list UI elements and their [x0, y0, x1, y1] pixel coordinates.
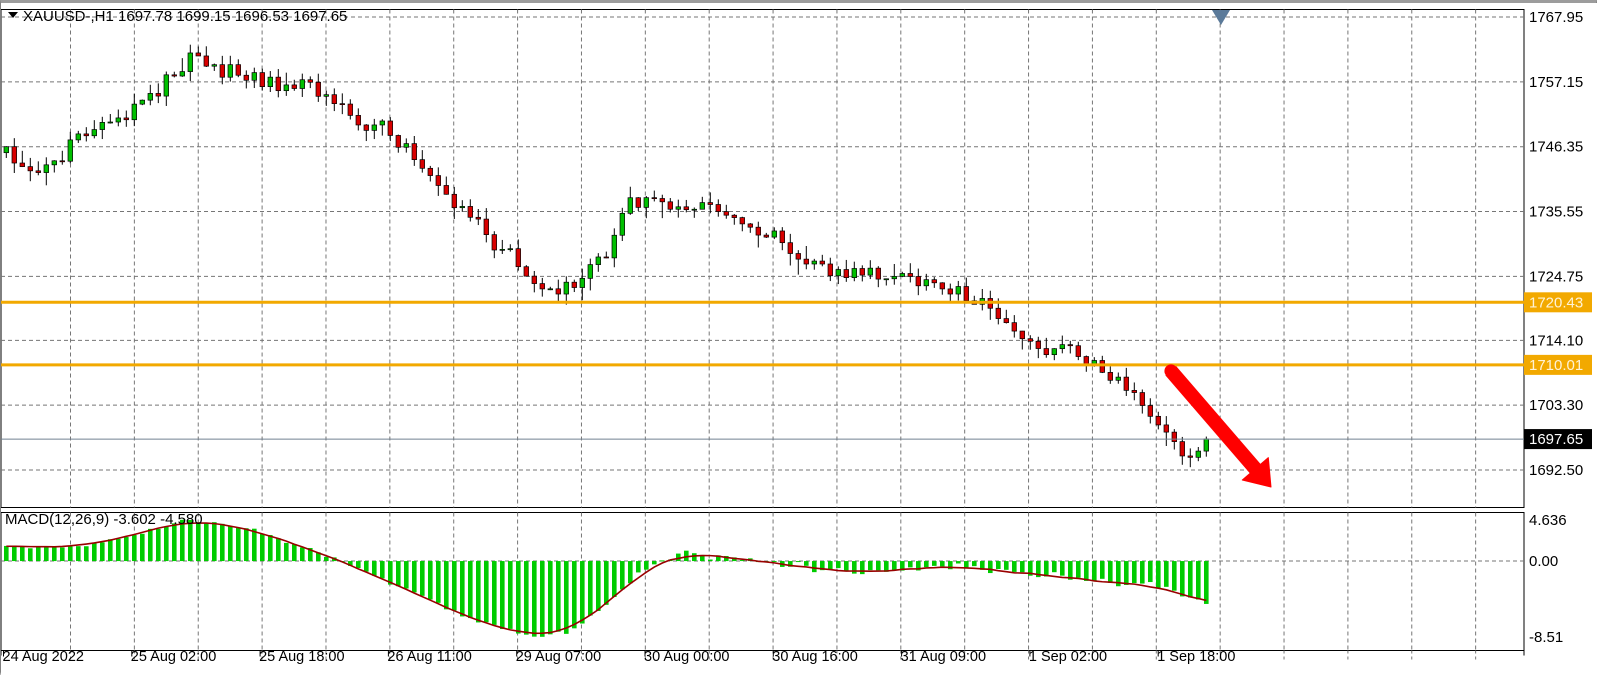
svg-text:MACD(12,26,9) -3.602 -4.580: MACD(12,26,9) -3.602 -4.580 — [5, 511, 203, 528]
svg-text:1746.35: 1746.35 — [1529, 139, 1583, 156]
svg-text:1714.10: 1714.10 — [1529, 332, 1583, 349]
svg-text:1692.50: 1692.50 — [1529, 462, 1583, 479]
svg-text:1697.65: 1697.65 — [1529, 431, 1583, 448]
svg-text:26 Aug 11:00: 26 Aug 11:00 — [387, 649, 471, 665]
svg-text:1720.43: 1720.43 — [1529, 294, 1583, 311]
svg-text:31 Aug 09:00: 31 Aug 09:00 — [901, 649, 986, 665]
svg-text:XAUUSD-,H1 1697.78 1699.15 16: XAUUSD-,H1 1697.78 1699.15 1696.53 1697.… — [23, 8, 347, 25]
svg-text:29 Aug 07:00: 29 Aug 07:00 — [516, 649, 601, 665]
svg-text:24 Aug 2022: 24 Aug 2022 — [3, 649, 84, 665]
svg-text:25 Aug 02:00: 25 Aug 02:00 — [131, 649, 216, 665]
svg-text:25 Aug 18:00: 25 Aug 18:00 — [259, 649, 344, 665]
svg-text:30 Aug 16:00: 30 Aug 16:00 — [772, 649, 857, 665]
svg-text:1735.55: 1735.55 — [1529, 204, 1583, 221]
svg-text:1703.30: 1703.30 — [1529, 397, 1583, 414]
svg-text:-8.51: -8.51 — [1529, 629, 1563, 646]
svg-text:1757.15: 1757.15 — [1529, 74, 1583, 91]
svg-text:4.636: 4.636 — [1529, 512, 1567, 529]
svg-text:30 Aug 00:00: 30 Aug 00:00 — [644, 649, 729, 665]
svg-text:1 Sep 18:00: 1 Sep 18:00 — [1157, 649, 1235, 665]
svg-text:1767.95: 1767.95 — [1529, 9, 1583, 26]
svg-text:1 Sep 02:00: 1 Sep 02:00 — [1029, 649, 1107, 665]
svg-text:1710.01: 1710.01 — [1529, 357, 1583, 374]
svg-text:1724.75: 1724.75 — [1529, 268, 1583, 285]
svg-text:0.00: 0.00 — [1529, 553, 1558, 570]
